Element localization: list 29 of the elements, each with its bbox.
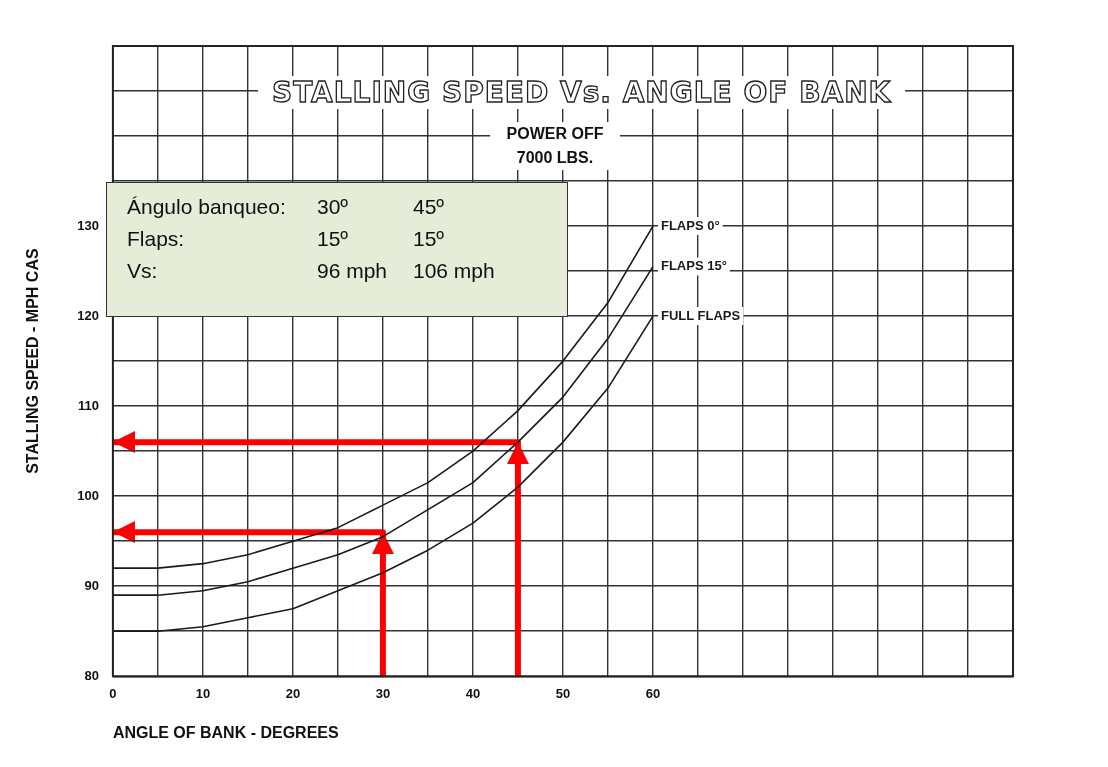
annotation: 106 mph <box>413 259 496 283</box>
x-tick-label: 10 <box>195 685 211 701</box>
y-tick-label: 90 <box>84 577 99 593</box>
y-tick-label: 80 <box>84 667 99 683</box>
annotation: Ángulo banqueo: <box>127 195 287 219</box>
x-tick-label: 50 <box>555 685 571 701</box>
annotation: Flaps: <box>127 227 186 251</box>
x-tick-label: 0 <box>109 685 117 701</box>
y-tick-label: 110 <box>77 397 99 413</box>
x-tick-label: 20 <box>285 685 301 701</box>
y-axis-title: STALLING SPEED - MPH CAS <box>24 248 42 474</box>
y-tick-label: 130 <box>77 217 99 233</box>
series-label: FULL FLAPS <box>660 307 741 323</box>
annotation: Vs: <box>127 259 159 283</box>
y-tick-label: 100 <box>77 487 99 503</box>
text: POWER OFF 7000 LBS. <box>490 122 620 170</box>
x-axis-title: ANGLE OF BANK - DEGREES <box>112 723 340 741</box>
x-tick-label: 30 <box>375 685 391 701</box>
x-tick-label: 60 <box>645 685 661 701</box>
y-tick-label: 120 <box>77 307 99 323</box>
annotation: 45º <box>413 195 446 219</box>
annotation: 30º <box>317 195 350 219</box>
text: STALLING SPEED Vs. ANGLE OF BANK <box>258 76 906 109</box>
series-label: FLAPS 15° <box>660 258 727 274</box>
series-label: FLAPS 0° <box>660 217 720 233</box>
annotation: 15º <box>413 227 446 251</box>
x-tick-label: 40 <box>465 685 481 701</box>
annotation: 15º <box>317 227 350 251</box>
annotation: 96 mph <box>317 259 389 283</box>
